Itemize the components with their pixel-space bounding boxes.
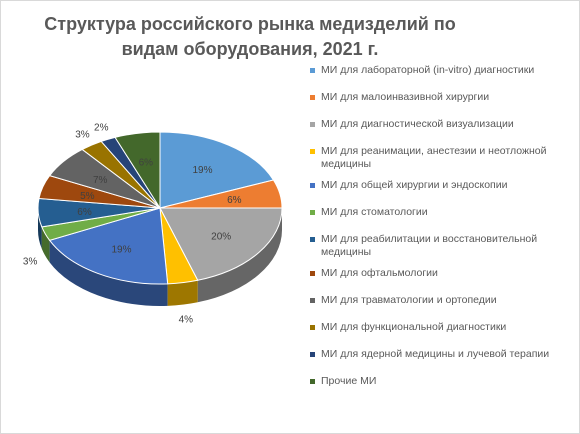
data-label-10: 3%: [75, 130, 90, 141]
legend-label: МИ для реанимации, анестезии и неотложно…: [321, 145, 547, 170]
legend-label: МИ для офтальмологии: [321, 267, 438, 279]
legend-swatch: [310, 298, 315, 303]
legend-item: МИ для реанимации, анестезии и неотложно…: [308, 145, 576, 179]
data-label-12: 6%: [139, 158, 154, 169]
legend-swatch: [310, 122, 315, 127]
legend-item: МИ для функциональной диагностики: [308, 321, 576, 348]
legend-swatch: [310, 352, 315, 357]
legend-item: МИ для лабораторной (in-vitro) диагности…: [308, 64, 576, 91]
legend-swatch: [310, 68, 315, 73]
chart-legend: МИ для лабораторной (in-vitro) диагности…: [308, 64, 576, 402]
data-label-1: 19%: [193, 165, 213, 176]
legend-swatch: [310, 149, 315, 154]
legend-swatch: [310, 379, 315, 384]
data-label-3: 20%: [211, 232, 231, 243]
pie-slice-12: [114, 131, 161, 210]
data-label-11: 2%: [94, 123, 109, 134]
legend-label: МИ для стоматологии: [321, 206, 428, 218]
data-label-7: 6%: [77, 207, 92, 218]
legend-label: МИ для функциональной диагностики: [321, 321, 507, 333]
pie-slice-side-4: [167, 280, 198, 306]
legend-label: МИ для малоинвазивной хирургии: [321, 91, 490, 103]
legend-item: МИ для малоинвазивной хирургии: [308, 91, 576, 118]
legend-swatch: [310, 183, 315, 188]
data-label-8: 5%: [80, 191, 95, 202]
legend-item: МИ для общей хирургии и эндоскопии: [308, 179, 576, 206]
legend-label: МИ для диагностической визуализации: [321, 118, 514, 130]
legend-item: МИ для стоматологии: [308, 206, 576, 233]
pie-slice-side-6: [41, 226, 50, 263]
legend-item: Прочие МИ: [308, 375, 576, 402]
legend-label: МИ для реабилитации и восстановительной …: [321, 233, 538, 258]
chart-title: Структура российского рынка медизделий п…: [44, 14, 456, 59]
pie-slice-3: [159, 207, 283, 281]
legend-label: МИ для лабораторной (in-vitro) диагности…: [321, 64, 535, 76]
legend-item: МИ для диагностической визуализации: [308, 118, 576, 145]
pie-slice-5: [48, 207, 169, 285]
legend-item: МИ для ядерной медицины и лучевой терапи…: [308, 348, 576, 375]
legend-label: МИ для травматологии и ортопедии: [321, 294, 497, 306]
legend-swatch: [310, 237, 315, 242]
pie-slice-1: [159, 131, 275, 209]
legend-item: МИ для реабилитации и восстановительной …: [308, 233, 576, 267]
legend-label: Прочие МИ: [321, 375, 377, 387]
pie-slice-side-3: [197, 208, 282, 303]
legend-item: МИ для травматологии и ортопедии: [308, 294, 576, 321]
data-label-6: 3%: [23, 256, 38, 267]
legend-swatch: [310, 325, 315, 330]
pie-slice-side-5: [49, 240, 168, 306]
legend-item: МИ для офтальмологии: [308, 267, 576, 294]
legend-swatch: [310, 210, 315, 215]
legend-swatch: [310, 271, 315, 276]
legend-label: МИ для общей хирургии и эндоскопии: [321, 179, 508, 191]
legend-label: МИ для ядерной медицины и лучевой терапи…: [321, 348, 550, 360]
legend-swatch: [310, 95, 315, 100]
data-label-5: 19%: [111, 245, 131, 256]
data-label-9: 7%: [93, 175, 108, 186]
data-label-2: 6%: [227, 195, 242, 206]
data-label-4: 4%: [179, 314, 194, 325]
